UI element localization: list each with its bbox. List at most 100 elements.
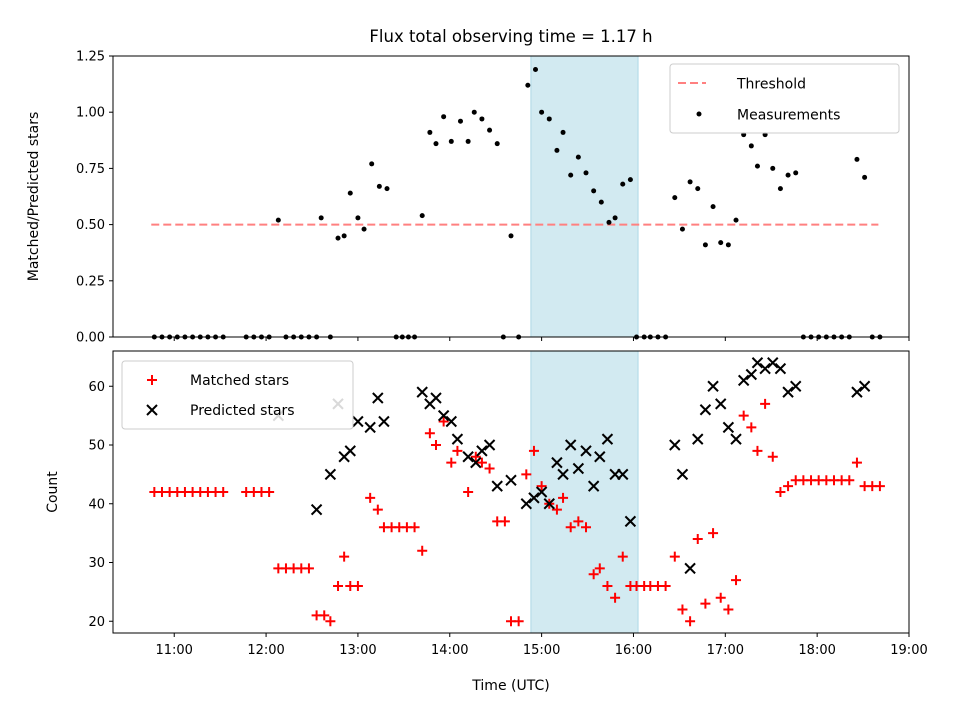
matched-star-point <box>610 592 621 603</box>
predicted-star-point <box>451 433 464 445</box>
matched-star-point <box>333 581 344 591</box>
predicted-star-point <box>676 468 689 481</box>
count-legend-box <box>121 360 354 430</box>
ratio-axes-frame <box>112 55 910 338</box>
matched-star-point <box>521 469 532 480</box>
predicted-star-point <box>505 474 517 486</box>
legend-predicted-swatch <box>146 404 158 416</box>
matched-star-point <box>424 428 435 439</box>
predicted-star-point <box>594 451 606 463</box>
matched-star-point <box>767 451 778 462</box>
ratio-highlight-span <box>530 55 639 338</box>
count-y-axis-label: Count <box>45 471 61 513</box>
predicted-star-point <box>364 421 376 434</box>
count-highlight-span <box>530 350 639 634</box>
measurement-point <box>710 204 716 210</box>
predicted-star-point <box>324 468 337 481</box>
measurement-point <box>687 179 693 185</box>
predicted-star-point <box>707 380 719 392</box>
measurement-point <box>702 242 708 248</box>
count-y-tick-label: 60 <box>88 380 105 395</box>
matched-star-point <box>365 492 376 503</box>
ratio-y-tick-label: 0.25 <box>76 274 105 289</box>
measurement-point <box>793 170 799 176</box>
count-axes-frame <box>112 350 910 634</box>
ratio-legend-box <box>669 63 900 134</box>
matched-star-point <box>700 598 711 609</box>
matched-star-point <box>617 551 628 562</box>
measurement-point <box>777 186 783 192</box>
matched-star-point <box>602 581 613 591</box>
predicted-star-point <box>470 456 482 469</box>
measurement-point <box>419 213 425 219</box>
count-x-tick-label: 19:00 <box>890 643 927 658</box>
matched-star-point <box>851 457 862 468</box>
predicted-star-point <box>535 486 548 498</box>
matched-star-point <box>319 610 330 621</box>
matched-star-point <box>565 522 576 533</box>
measurement-point <box>479 116 485 122</box>
predicted-star-point <box>543 498 555 510</box>
measurement-point <box>341 233 347 239</box>
measurement-point <box>748 143 754 149</box>
legend-threshold-label: Threshold <box>736 77 806 93</box>
measurement-point <box>695 186 701 192</box>
measurement-point <box>465 138 471 144</box>
ratio-y-tick-label: 0.50 <box>76 218 105 233</box>
matched-star-point <box>264 487 275 497</box>
predicted-star-point <box>699 404 712 416</box>
legend-measurements-label: Measurements <box>737 108 840 124</box>
predicted-star-point <box>669 439 681 451</box>
matched-star-point <box>581 522 592 533</box>
ratio-y-tick-label: 1.00 <box>76 106 105 121</box>
predicted-star-point <box>352 415 364 428</box>
predicted-star-point <box>759 362 771 375</box>
measurement-point <box>376 183 382 189</box>
predicted-star-point <box>437 409 450 422</box>
measurement-point <box>471 109 477 115</box>
measurement-point <box>568 172 574 178</box>
predicted-star-point <box>416 386 428 398</box>
measurement-point <box>433 141 439 147</box>
ratio-y-axis-label: Matched/Predicted stars <box>26 112 42 282</box>
matched-star-point <box>573 516 584 527</box>
matched-star-point <box>844 475 855 486</box>
matched-star-point <box>677 604 688 615</box>
predicted-star-point <box>858 380 871 392</box>
predicted-star-point <box>476 445 488 457</box>
matched-star-point <box>558 492 569 503</box>
measurement-point <box>355 215 361 221</box>
predicted-star-point <box>715 398 727 410</box>
measurement-point <box>546 116 552 122</box>
measurement-point <box>347 190 353 196</box>
matched-star-point <box>594 563 605 574</box>
predicted-star-point <box>745 368 758 381</box>
predicted-star-point <box>462 451 474 463</box>
matched-star-point <box>685 616 696 627</box>
predicted-star-point <box>730 433 742 445</box>
predicted-star-point <box>430 392 442 404</box>
measurement-point <box>606 219 612 225</box>
predicted-star-point <box>483 439 496 451</box>
matched-star-point <box>669 551 680 562</box>
count-x-tick-label: 11:00 <box>155 643 192 658</box>
chart-title: Flux total observing time = 1.17 h <box>369 27 652 46</box>
predicted-star-point <box>372 392 384 404</box>
matched-star-point <box>528 445 539 456</box>
matched-star-point <box>438 416 449 427</box>
predicted-star-point <box>692 433 704 445</box>
matched-star-point <box>760 398 771 409</box>
matched-star-point <box>339 551 350 562</box>
ratio-legend: Threshold Measurements <box>669 63 900 134</box>
predicted-star-point <box>528 492 540 504</box>
matched-star-point <box>452 445 463 456</box>
matched-star-point <box>513 616 524 627</box>
measurement-point <box>854 156 860 162</box>
measurement-point <box>554 147 560 153</box>
measurement-point <box>725 242 731 248</box>
measurement-point <box>575 154 581 160</box>
predicted-star-point <box>601 433 614 445</box>
measurement-point <box>862 174 868 180</box>
count-x-tick-label: 15:00 <box>523 643 560 658</box>
matched-star-point <box>470 451 481 462</box>
